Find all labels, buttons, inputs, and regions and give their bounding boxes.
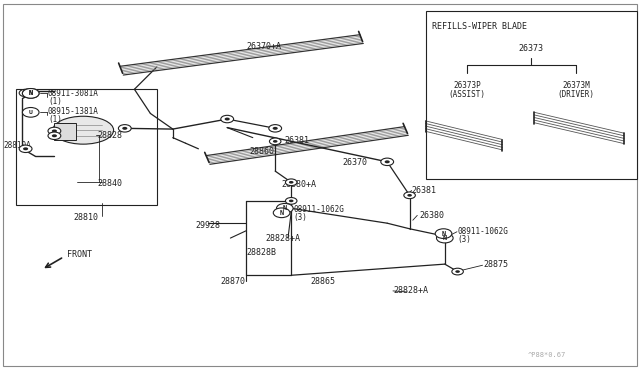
Circle shape (22, 89, 39, 98)
Circle shape (52, 134, 57, 137)
Text: (3): (3) (458, 235, 472, 244)
Circle shape (385, 160, 390, 163)
Text: N: N (280, 210, 284, 216)
Text: 28870: 28870 (221, 277, 246, 286)
Text: REFILLS-WIPER BLADE: REFILLS-WIPER BLADE (432, 22, 527, 31)
Text: 26370+A: 26370+A (246, 42, 282, 51)
Text: 26370: 26370 (342, 158, 367, 167)
Text: N: N (442, 231, 445, 237)
Circle shape (269, 125, 282, 132)
Text: 28865: 28865 (310, 277, 335, 286)
Circle shape (289, 199, 294, 202)
Text: 26380+A: 26380+A (282, 180, 317, 189)
Circle shape (269, 138, 281, 145)
Circle shape (455, 270, 460, 273)
Circle shape (439, 235, 451, 241)
Circle shape (285, 179, 297, 186)
Circle shape (221, 115, 234, 123)
Circle shape (276, 203, 293, 213)
Circle shape (48, 127, 61, 135)
Text: N: N (443, 235, 447, 241)
Circle shape (19, 145, 32, 153)
Circle shape (273, 140, 278, 143)
Text: 08911-3081A: 08911-3081A (48, 89, 99, 98)
Text: 08915-1381A: 08915-1381A (48, 108, 99, 116)
Text: 28828+A: 28828+A (394, 286, 429, 295)
Text: 29928: 29928 (195, 221, 220, 230)
Text: 26381: 26381 (285, 136, 310, 145)
Circle shape (52, 129, 57, 132)
Text: 26373: 26373 (518, 44, 544, 53)
Circle shape (22, 89, 39, 98)
Circle shape (19, 89, 32, 97)
Text: 28860: 28860 (250, 147, 275, 156)
Circle shape (407, 194, 412, 197)
Circle shape (225, 118, 230, 121)
Bar (426, 11, 637, 179)
Text: (1): (1) (48, 115, 62, 124)
Circle shape (452, 268, 463, 275)
Circle shape (404, 192, 415, 199)
Bar (16, 89, 157, 205)
Circle shape (273, 208, 290, 218)
Bar (54, 123, 76, 140)
Text: 26380: 26380 (419, 211, 444, 219)
Text: 26373P: 26373P (453, 81, 481, 90)
Text: 08911-1062G: 08911-1062G (294, 205, 344, 214)
Text: ^P88*0.67: ^P88*0.67 (528, 352, 566, 358)
Circle shape (273, 127, 278, 130)
Circle shape (289, 181, 294, 184)
Circle shape (48, 132, 61, 140)
Circle shape (23, 92, 28, 94)
Circle shape (381, 158, 394, 166)
Ellipse shape (53, 116, 114, 144)
Text: (1): (1) (48, 97, 62, 106)
Text: 28828B: 28828B (246, 248, 276, 257)
Text: N: N (29, 90, 33, 96)
Text: (ASSIST): (ASSIST) (449, 90, 486, 99)
Circle shape (435, 229, 452, 238)
Text: 28875: 28875 (483, 260, 508, 269)
Text: 28828: 28828 (97, 131, 122, 140)
Circle shape (22, 108, 39, 117)
Text: FRONT: FRONT (67, 250, 92, 259)
Text: 26381: 26381 (412, 186, 436, 195)
Text: N: N (283, 205, 287, 211)
Text: U: U (29, 110, 33, 115)
Circle shape (118, 125, 131, 132)
Text: 26373M: 26373M (562, 81, 590, 90)
Text: 08911-1062G: 08911-1062G (458, 227, 508, 236)
Text: 28828+A: 28828+A (266, 234, 301, 243)
Circle shape (122, 127, 127, 130)
Text: 28810: 28810 (74, 213, 99, 222)
Circle shape (285, 198, 297, 204)
Text: N: N (29, 90, 33, 96)
Text: 28840: 28840 (98, 179, 123, 187)
Circle shape (442, 237, 447, 240)
Text: (3): (3) (294, 213, 308, 222)
Text: (DRIVER): (DRIVER) (557, 90, 595, 99)
Circle shape (23, 147, 28, 150)
Text: 28810A: 28810A (3, 141, 31, 150)
Circle shape (436, 233, 453, 243)
